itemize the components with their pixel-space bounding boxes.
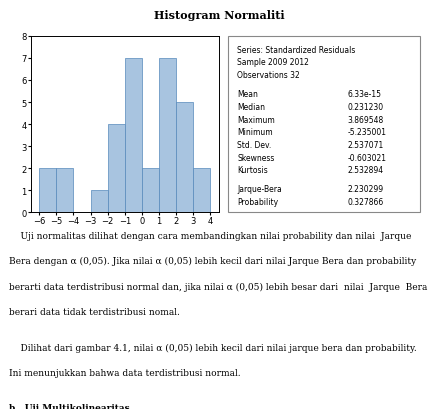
Text: Observations 32: Observations 32	[237, 71, 300, 80]
Text: Sample 2009 2012: Sample 2009 2012	[237, 58, 309, 67]
Bar	[39, 169, 57, 213]
Text: 2.230299: 2.230299	[347, 185, 383, 194]
Text: 6.33e-15: 6.33e-15	[347, 90, 381, 99]
Text: berarti data terdistribusi normal dan, jika nilai α (0,05) lebih besar dari  nil: berarti data terdistribusi normal dan, j…	[9, 282, 427, 291]
Text: Skewness: Skewness	[237, 153, 275, 162]
Bar	[91, 191, 108, 213]
Text: Mean: Mean	[237, 90, 258, 99]
Text: 0.327866: 0.327866	[347, 198, 384, 207]
Text: 3.869548: 3.869548	[347, 115, 384, 124]
Text: 0.231230: 0.231230	[347, 103, 383, 112]
Bar	[193, 169, 210, 213]
Text: Bera dengan α (0,05). Jika nilai α (0,05) lebih kecil dari nilai Jarque Bera dan: Bera dengan α (0,05). Jika nilai α (0,05…	[9, 256, 416, 265]
Text: Probability: Probability	[237, 198, 279, 207]
Text: Minimum: Minimum	[237, 128, 273, 137]
Text: Kurtosis: Kurtosis	[237, 166, 268, 175]
Text: Dilihat dari gambar 4.1, nilai α (0,05) lebih kecil dari nilai jarque bera dan p: Dilihat dari gambar 4.1, nilai α (0,05) …	[9, 343, 417, 352]
FancyBboxPatch shape	[228, 37, 420, 213]
Bar	[142, 169, 159, 213]
Bar	[159, 59, 176, 213]
Text: Std. Dev.: Std. Dev.	[237, 141, 272, 150]
Text: Median: Median	[237, 103, 265, 112]
Text: Histogram Normaliti: Histogram Normaliti	[154, 10, 284, 21]
Bar	[176, 103, 193, 213]
Text: Maximum: Maximum	[237, 115, 275, 124]
Text: 2.532894: 2.532894	[347, 166, 383, 175]
Text: Series: Standardized Residuals: Series: Standardized Residuals	[237, 45, 356, 54]
Bar	[57, 169, 74, 213]
Text: 2.537071: 2.537071	[347, 141, 384, 150]
Bar	[108, 125, 125, 213]
Bar	[125, 59, 142, 213]
Text: Jarque-Bera: Jarque-Bera	[237, 185, 282, 194]
Text: berari data tidak terdistribusi nomal.: berari data tidak terdistribusi nomal.	[9, 307, 180, 316]
Text: Ini menunjukkan bahwa data terdistribusi normal.: Ini menunjukkan bahwa data terdistribusi…	[9, 368, 240, 377]
Text: Uji normalitas dilihat dengan cara membandingkan nilai probability dan nilai  Ja: Uji normalitas dilihat dengan cara memba…	[9, 231, 411, 240]
Text: b.  Uji Multikolinearitas: b. Uji Multikolinearitas	[9, 403, 129, 409]
Text: -0.603021: -0.603021	[347, 153, 386, 162]
Text: -5.235001: -5.235001	[347, 128, 386, 137]
